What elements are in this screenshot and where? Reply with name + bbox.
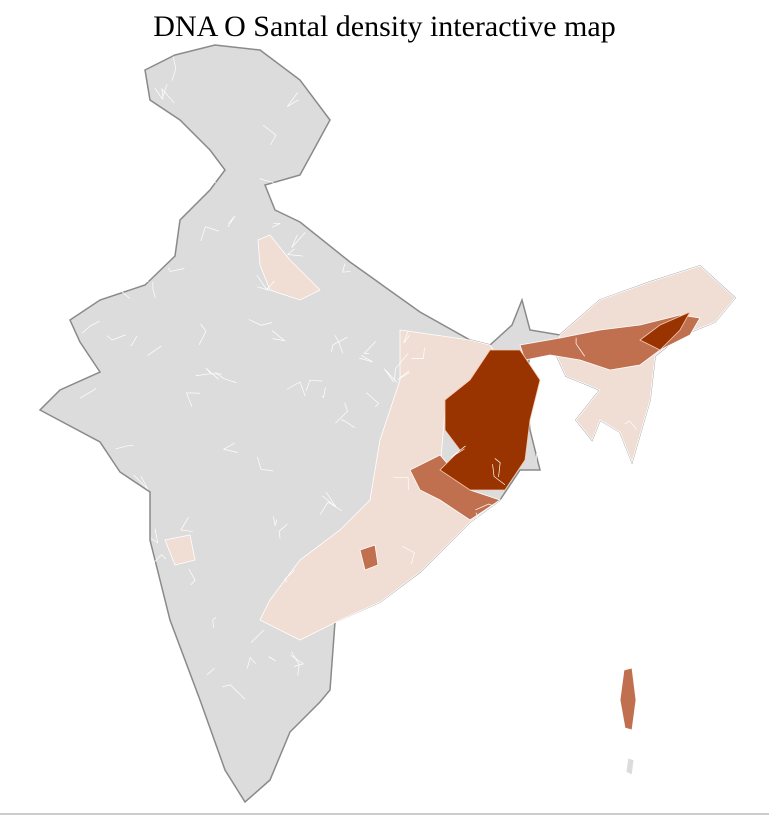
district-border [402, 545, 415, 565]
district-border [273, 516, 278, 526]
district-border [198, 323, 207, 345]
district-border [359, 354, 373, 363]
district-border [268, 656, 276, 662]
region-mid-southeast[interactable] [359, 544, 379, 571]
district-border [472, 512, 482, 534]
district-border [222, 684, 246, 700]
district-border [394, 353, 409, 380]
district-border [246, 656, 256, 669]
andaman-islands[interactable] [619, 667, 637, 731]
region-low-west[interactable] [164, 534, 196, 566]
district-border [154, 84, 168, 100]
district-border [212, 617, 217, 629]
district-border [168, 267, 185, 272]
district-border [334, 335, 344, 354]
district-border [205, 367, 220, 380]
region-low-north[interactable] [257, 234, 321, 301]
nicobar-islands[interactable] [625, 757, 635, 776]
district-border [286, 248, 303, 257]
district-border [363, 341, 377, 354]
district-border [575, 337, 585, 357]
district-border [248, 319, 273, 326]
district-border [535, 437, 538, 461]
district-border [215, 372, 237, 384]
map-title: DNA O Santal density interactive map [153, 10, 616, 43]
region-high-assam[interactable] [639, 311, 691, 351]
district-border [227, 215, 236, 227]
district-border [188, 568, 196, 586]
district-border [152, 281, 156, 298]
district-border [259, 178, 282, 189]
district-border [171, 56, 177, 81]
district-border [397, 370, 410, 380]
district-border [291, 651, 300, 676]
district-border [335, 402, 348, 424]
region-mid-east[interactable] [409, 454, 501, 521]
district-border [195, 373, 222, 377]
district-border [79, 387, 97, 399]
district-border [148, 554, 167, 568]
district-border [180, 516, 193, 532]
district-border [133, 474, 149, 490]
district-border [321, 387, 326, 399]
district-border [286, 92, 299, 107]
district-border [130, 335, 138, 347]
district-border [222, 442, 238, 453]
district-border [250, 629, 265, 644]
district-border [185, 392, 201, 408]
bottom-divider [0, 813, 769, 815]
district-border [305, 379, 323, 391]
district-border [284, 570, 295, 583]
district-border [624, 420, 638, 430]
district-border [262, 124, 277, 146]
district-border [331, 336, 348, 353]
district-border [256, 274, 275, 291]
district-border [200, 226, 219, 242]
district-border [403, 330, 411, 344]
district-border [341, 419, 355, 428]
district-border [257, 456, 274, 472]
district-border [494, 458, 501, 478]
region-low-northeast[interactable] [554, 265, 736, 464]
district-border [106, 334, 126, 341]
district-border [342, 263, 351, 273]
district-border [278, 523, 288, 539]
district-border [161, 87, 175, 104]
district-border [286, 381, 306, 397]
district-border [150, 528, 159, 544]
district-border [198, 172, 217, 184]
district-border [393, 476, 409, 490]
district-borders [79, 56, 638, 700]
district-border [383, 368, 398, 383]
district-border [450, 445, 466, 458]
district-border [365, 392, 380, 408]
district-border [291, 232, 306, 248]
district-border [492, 464, 506, 486]
district-border [115, 445, 134, 450]
district-border [271, 223, 281, 228]
district-border [147, 345, 162, 356]
district-border [475, 503, 501, 511]
district-border [271, 330, 286, 342]
district-border [319, 501, 343, 515]
district-border [411, 347, 425, 359]
district-border [206, 667, 215, 676]
district-border [134, 274, 149, 283]
district-border [106, 282, 131, 299]
district-border [81, 320, 100, 334]
